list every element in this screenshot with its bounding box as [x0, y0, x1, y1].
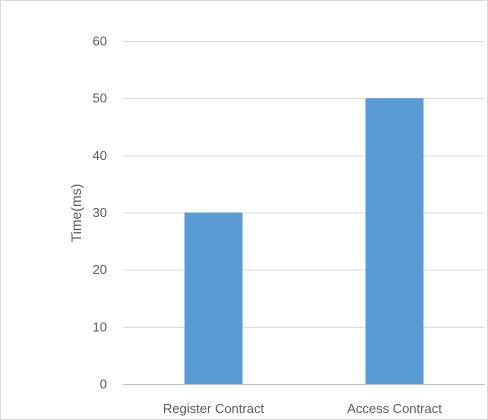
- bars: [184, 98, 424, 385]
- x-tick-label: Register Contract: [163, 401, 265, 416]
- y-axis-title: Time(ms): [68, 184, 84, 243]
- y-tick-label: 0: [100, 377, 107, 392]
- x-tick-label: Access Contract: [347, 401, 442, 416]
- y-tick-label: 50: [93, 91, 107, 106]
- y-tick-label: 10: [93, 319, 107, 334]
- bar-register-contract: [184, 212, 243, 384]
- y-tick-label: 20: [93, 262, 107, 277]
- y-tick-label: 60: [93, 34, 107, 49]
- y-tick-labels: 0 10 20 30 40 50 60: [93, 34, 107, 392]
- y-tick-label: 30: [93, 205, 107, 220]
- bar-access-contract: [365, 98, 424, 385]
- y-tick-label: 40: [93, 148, 107, 163]
- x-tick-labels: Register Contract Access Contract: [163, 401, 442, 416]
- gridlines: [123, 41, 485, 385]
